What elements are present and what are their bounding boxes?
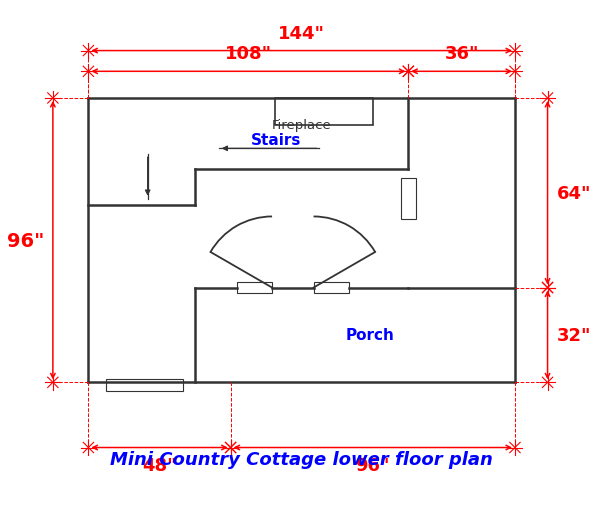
Bar [236,282,272,294]
Text: Mini Country Cottage lower floor plan: Mini Country Cottage lower floor plan [110,450,493,468]
Text: Stairs: Stairs [251,133,302,147]
Text: 36": 36" [445,45,479,63]
Bar [401,179,416,220]
Text: Fireplace: Fireplace [272,119,332,132]
Text: 32": 32" [556,326,591,344]
Bar [314,282,349,294]
Bar [275,99,373,125]
Text: 96": 96" [356,457,390,475]
Text: 144": 144" [278,25,325,42]
Text: 64": 64" [556,184,591,203]
Text: Porch: Porch [346,328,394,343]
Bar [106,380,183,391]
Text: 48": 48" [142,457,177,475]
Text: 96": 96" [7,231,44,250]
Text: 108": 108" [225,45,272,63]
